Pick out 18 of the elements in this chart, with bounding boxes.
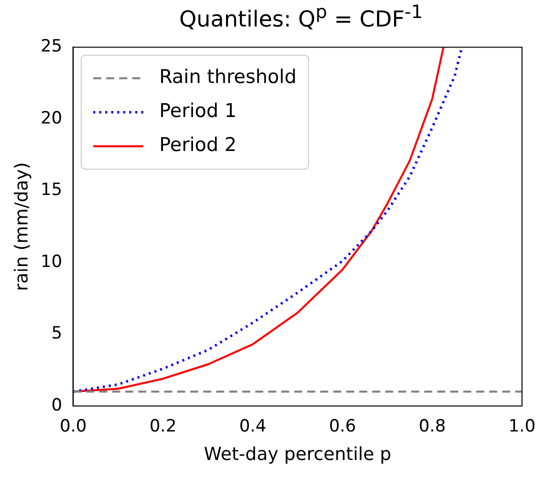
- legend-label: Period 2: [159, 134, 237, 156]
- x-tick-label: 0.6: [328, 416, 356, 437]
- y-tick-label: 5: [51, 324, 62, 344]
- y-tick-label: 0: [51, 395, 62, 416]
- y-tick-label: 15: [40, 180, 62, 200]
- x-tick-label: 0.0: [60, 416, 87, 437]
- chart-title: Quantiles: Q$^{p}$ = CDF$^{-1}$: [178, 2, 424, 32]
- x-tick-label: 0.4: [239, 416, 266, 437]
- y-tick-label: 10: [40, 252, 62, 272]
- y-axis-title: rain (mm/day): [11, 162, 32, 292]
- legend-label: Rain threshold: [159, 66, 297, 88]
- x-axis-title: Wet-day percentile p: [204, 444, 392, 465]
- y-tick-label: 20: [40, 108, 62, 128]
- y-tick-label: 25: [40, 36, 62, 57]
- x-tick-label: 0.8: [418, 416, 446, 437]
- legend-label: Period 1: [159, 100, 237, 122]
- x-tick-label: 0.2: [149, 416, 177, 437]
- x-tick-label: 1.0: [508, 416, 536, 437]
